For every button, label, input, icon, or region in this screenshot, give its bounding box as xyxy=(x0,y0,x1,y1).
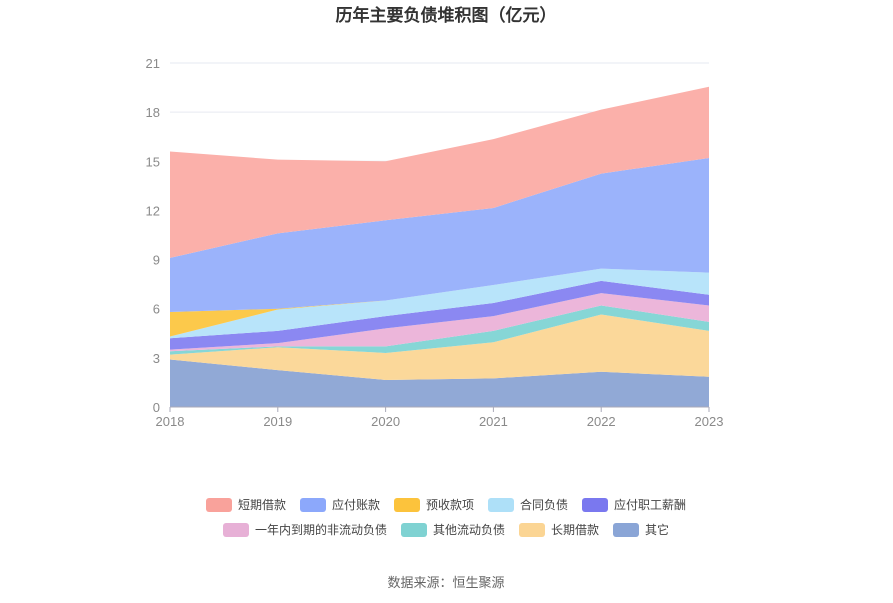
y-tick-label: 21 xyxy=(146,56,160,71)
area-series-8 xyxy=(170,86,709,258)
legend-label: 预收款项 xyxy=(426,498,474,512)
y-tick-label: 3 xyxy=(153,351,160,366)
chart-title: 历年主要负债堆积图（亿元） xyxy=(336,5,557,26)
legend-item[interactable]: 应付账款 xyxy=(300,497,380,512)
y-tick-label: 6 xyxy=(153,302,160,317)
legend-swatch xyxy=(488,498,514,512)
legend-swatch xyxy=(519,523,545,537)
source-note: 数据来源：恒生聚源 xyxy=(387,576,504,591)
legend-swatch xyxy=(613,523,639,537)
legend-label: 长期借款 xyxy=(551,523,599,537)
y-tick-label: 12 xyxy=(146,203,160,218)
y-tick-label: 0 xyxy=(153,400,160,415)
x-tick-label: 2023 xyxy=(695,414,724,429)
legend-item[interactable]: 应付职工薪酬 xyxy=(582,497,686,512)
legend-swatch xyxy=(582,498,608,512)
legend-label: 短期借款 xyxy=(238,498,286,512)
x-tick-label: 2021 xyxy=(479,414,508,429)
area-series-7 xyxy=(170,158,709,312)
legend-item[interactable]: 一年内到期的非流动负债 xyxy=(223,522,387,537)
legend-item[interactable]: 预收款项 xyxy=(394,498,474,512)
y-tick-label: 18 xyxy=(146,105,160,120)
y-tick-label: 15 xyxy=(146,154,160,169)
legend-swatch xyxy=(206,498,232,512)
x-tick-label: 2018 xyxy=(156,414,185,429)
legend-swatch xyxy=(394,498,420,512)
area-series-2 xyxy=(170,305,709,355)
legend-label: 其他流动负债 xyxy=(433,523,505,537)
area-series-1 xyxy=(170,314,709,380)
axes: 0 3 6 9 12 15 18 21 2018 2019 2020 2021 2022 2023 xyxy=(146,56,724,429)
legend-item[interactable]: 短期借款 xyxy=(206,498,286,512)
legend-item[interactable]: 其他流动负债 xyxy=(401,523,505,537)
series-areas xyxy=(170,86,709,407)
area-series-4 xyxy=(170,280,709,350)
legend-swatch xyxy=(300,498,326,512)
x-tick-label: 2020 xyxy=(371,414,400,429)
x-tick-label: 2022 xyxy=(587,414,616,429)
legend-swatch xyxy=(223,523,249,537)
legend-label: 一年内到期的非流动负债 xyxy=(255,522,387,537)
legend-item[interactable]: 合同负债 xyxy=(488,497,568,512)
area-series-5 xyxy=(170,268,709,339)
x-tick-label: 2019 xyxy=(263,414,292,429)
y-tick-label: 9 xyxy=(153,253,160,268)
legend-item[interactable]: 其它 xyxy=(613,522,669,537)
legend-label: 合同负债 xyxy=(520,497,568,512)
legend-label: 应付账款 xyxy=(332,497,380,512)
area-series-0 xyxy=(170,359,709,407)
legend-swatch xyxy=(401,523,427,537)
legend-item[interactable]: 长期借款 xyxy=(519,523,599,537)
legend-label: 应付职工薪酬 xyxy=(614,497,686,512)
legend-label: 其它 xyxy=(645,522,669,537)
